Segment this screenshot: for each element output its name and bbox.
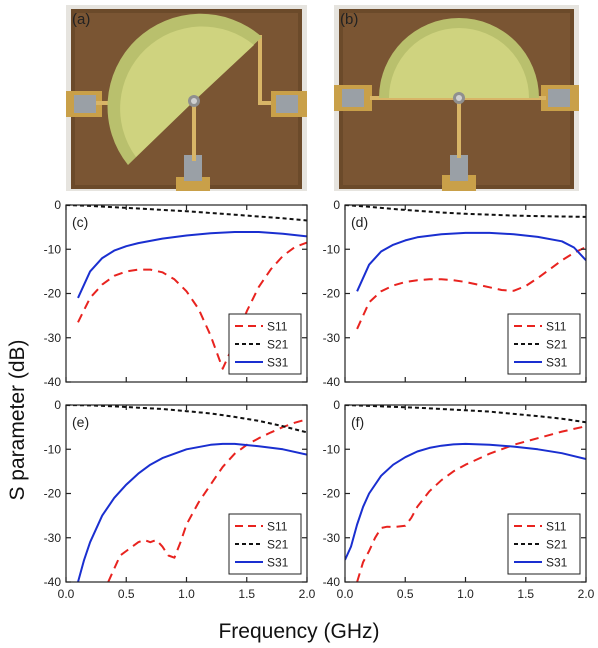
series-line-s11 (77, 241, 307, 370)
legend-label: S21 (267, 538, 289, 552)
series-line-s21 (66, 205, 307, 222)
y-tick-label: 0 (54, 398, 61, 412)
series-line-s11 (107, 418, 307, 582)
photo-tag: (a) (72, 11, 91, 28)
y-tick-label: -10 (323, 442, 341, 456)
legend-label: S31 (267, 556, 289, 570)
x-axis-label: Frequency (GHz) (218, 620, 380, 643)
legend-label: S11 (267, 520, 288, 534)
legend-label: S31 (546, 356, 568, 370)
legend-label: S31 (267, 356, 289, 370)
x-tick-label: 1.0 (178, 587, 195, 601)
series-line-s21 (345, 205, 586, 218)
x-tick-label: 2.0 (299, 587, 316, 601)
x-tick-label: 2.0 (578, 587, 595, 601)
series-line-s31 (345, 442, 586, 561)
panel-tag: (d) (351, 214, 368, 230)
y-tick-label: -20 (44, 487, 62, 501)
legend-label: S21 (267, 338, 289, 352)
chart-panel: 0 -10 -20 -30 -400.0 0.5 1.0 1.5 2.0 (f) S11 S21 S31 (323, 398, 595, 601)
x-tick-label: 0.5 (397, 587, 414, 601)
chart-panel: 0 -10 -20 -30 -40 (c) S11 S21 S31 (44, 198, 308, 389)
photo-tag: (b) (340, 11, 359, 28)
y-tick-label: -30 (323, 331, 341, 345)
y-tick-label: -10 (44, 442, 62, 456)
y-tick-label: 0 (333, 198, 340, 212)
legend-label: S11 (546, 320, 567, 334)
series-line-s21 (345, 405, 586, 424)
series-line-s31 (77, 231, 307, 299)
y-tick-label: -10 (323, 242, 341, 256)
chart-panel: 0 -10 -20 -30 -400.0 0.5 1.0 1.5 2.0 (e) S11 S21 S31 (44, 398, 316, 601)
legend-label: S11 (267, 320, 288, 334)
photo-b: (b) (334, 5, 579, 191)
legend-box (228, 313, 302, 375)
y-tick-label: -10 (44, 242, 62, 256)
y-tick-label: -40 (323, 575, 341, 589)
x-tick-label: 1.5 (238, 587, 255, 601)
y-tick-label: 0 (333, 398, 340, 412)
legend-box (507, 313, 581, 375)
series-line-s21 (66, 405, 307, 434)
y-tick-label: 0 (54, 198, 61, 212)
chart-panel: 0 -10 -20 -30 -40 (d) S11 S21 S31 (323, 198, 587, 389)
series-line-s11 (356, 425, 586, 582)
x-tick-label: 0.0 (58, 587, 75, 601)
series-line-s11 (356, 246, 586, 330)
legend-label: S21 (546, 338, 568, 352)
y-tick-label: -40 (323, 375, 341, 389)
y-axis-label: S parameter (dB) (6, 339, 29, 501)
legend-box (228, 513, 302, 575)
legend-label: S11 (546, 520, 567, 534)
legend-label: S21 (546, 538, 568, 552)
series-line-s31 (356, 231, 586, 292)
x-tick-label: 1.5 (517, 587, 534, 601)
x-tick-label: 0.5 (118, 587, 135, 601)
panel-tag: (f) (351, 414, 364, 430)
x-tick-label: 0.0 (337, 587, 354, 601)
y-tick-label: -30 (44, 331, 62, 345)
x-tick-label: 1.0 (457, 587, 474, 601)
y-tick-label: -40 (44, 375, 62, 389)
y-tick-label: -40 (44, 575, 62, 589)
photo-a: (a) (66, 5, 307, 191)
legend-label: S31 (546, 556, 568, 570)
y-tick-label: -20 (44, 287, 62, 301)
series-line-s31 (77, 442, 307, 582)
panel-tag: (e) (72, 414, 89, 430)
panel-tag: (c) (72, 214, 88, 230)
y-tick-label: -20 (323, 487, 341, 501)
legend-box (507, 513, 581, 575)
y-tick-label: -30 (44, 531, 62, 545)
y-tick-label: -20 (323, 287, 341, 301)
y-tick-label: -30 (323, 531, 341, 545)
